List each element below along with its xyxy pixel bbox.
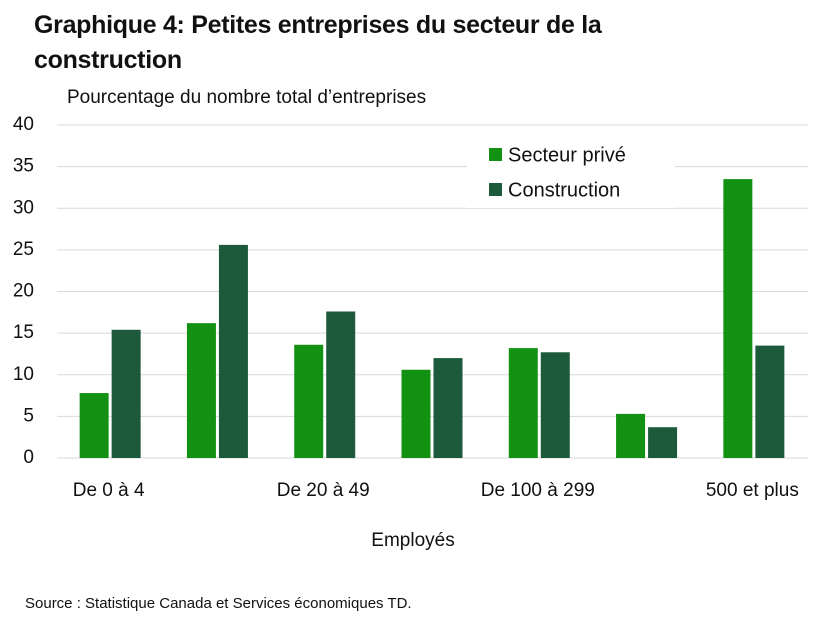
x-tick-label: De 100 à 299: [481, 480, 595, 501]
bar: [79, 393, 109, 458]
x-tick-label: 500 et plus: [706, 480, 799, 501]
bar: [723, 179, 753, 459]
x-axis-label: Employés: [371, 530, 454, 551]
bar: [648, 427, 678, 458]
legend-label: Secteur privé: [508, 144, 626, 166]
bar: [433, 358, 463, 458]
source: Source : Statistique Canada et Services …: [25, 595, 412, 612]
legend-label: Construction: [508, 179, 620, 201]
bar: [294, 344, 324, 458]
bar: [540, 352, 570, 458]
y-tick-label: 20: [13, 281, 34, 302]
y-tick-label: 5: [23, 405, 34, 426]
y-tick-label: 35: [13, 156, 34, 177]
bar: [218, 244, 248, 458]
bar: [111, 329, 141, 458]
bar: [186, 323, 216, 458]
y-tick-label: 25: [13, 239, 34, 260]
x-tick-label: De 0 à 4: [73, 480, 145, 501]
y-tick-label: 10: [13, 364, 34, 385]
bar: [508, 348, 538, 458]
bar: [616, 413, 646, 458]
y-tick-label: 40: [13, 114, 34, 135]
bar: [401, 369, 431, 458]
y-tick-label: 30: [13, 197, 34, 218]
subtitle: Pourcentage du nombre total d’entreprise…: [67, 87, 426, 108]
y-tick-label: 15: [13, 322, 34, 343]
legend-swatch: [489, 148, 502, 161]
bar: [326, 311, 356, 458]
x-tick-label: De 20 à 49: [277, 480, 370, 501]
legend-swatch: [489, 183, 502, 196]
y-tick-label: 0: [23, 447, 34, 468]
bar: [755, 345, 785, 458]
chart-title: Graphique 4: Petites entreprises du sect…: [34, 11, 602, 74]
